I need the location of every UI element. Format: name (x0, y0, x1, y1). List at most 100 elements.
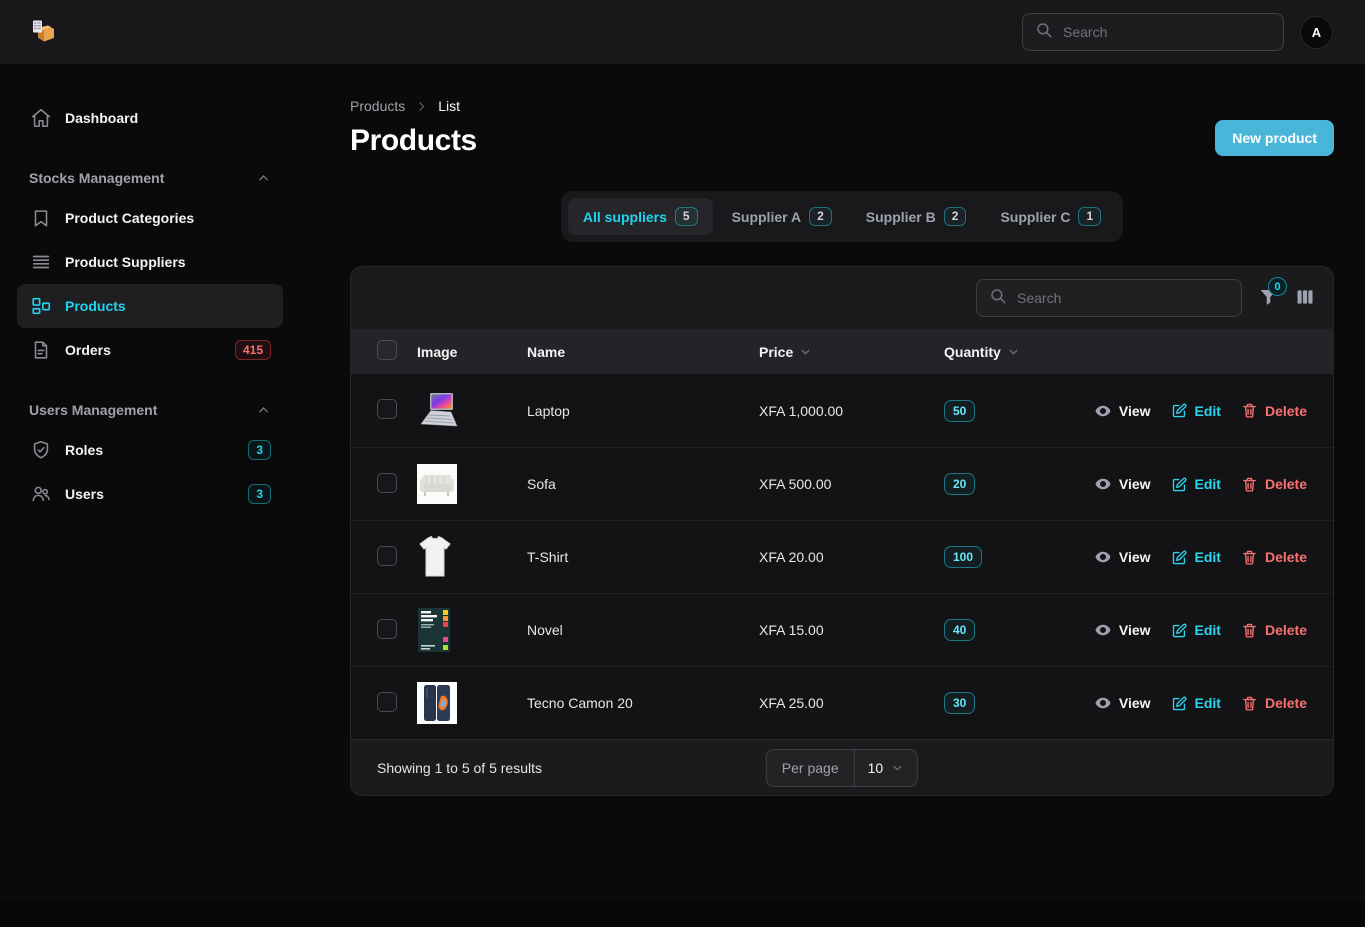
tab-label: All suppliers (582, 208, 667, 225)
sidebar-item-label: Roles (65, 442, 104, 458)
global-search (1022, 13, 1284, 51)
users-icon (29, 482, 53, 506)
sidebar-group-stocks-management[interactable]: Stocks Management (17, 170, 283, 186)
pencil-square-icon (1171, 622, 1188, 639)
view-action[interactable]: View (1094, 694, 1151, 712)
view-action[interactable]: View (1094, 402, 1151, 420)
topbar: A (0, 0, 1365, 64)
tab-supplier-a[interactable]: Supplier A 2 (717, 198, 847, 235)
table-row-sofa: Sofa XFA 500.00 20 View Edit Delete (351, 447, 1333, 520)
view-action[interactable]: View (1094, 475, 1151, 493)
column-header-price[interactable]: Price (759, 344, 944, 360)
quantity-badge: 20 (944, 473, 976, 495)
tab-count-badge: 2 (809, 206, 832, 227)
tab-count-badge: 2 (943, 206, 967, 227)
sidebar-item-product-categories[interactable]: Product Categories (17, 196, 283, 240)
table-search-input[interactable] (1017, 290, 1229, 306)
eye-icon (1094, 548, 1112, 566)
product-name: Tecno Camon 20 (527, 695, 633, 711)
columns-icon (1295, 287, 1315, 310)
results-summary: Showing 1 to 5 of 5 results (377, 759, 542, 776)
product-thumbnail-phone (417, 682, 527, 724)
row-checkbox[interactable] (377, 399, 397, 419)
chevron-down-icon (891, 761, 904, 774)
sidebar-item-orders[interactable]: Orders 415 (17, 328, 283, 372)
sidebar-item-label: Product Categories (65, 210, 195, 226)
sidebar-group-users-management[interactable]: Users Management (17, 402, 283, 418)
tab-label: Supplier A (731, 208, 802, 225)
row-checkbox[interactable] (377, 545, 397, 566)
shield-check-icon (29, 438, 53, 462)
per-page-label: Per page (767, 749, 855, 786)
edit-action[interactable]: Edit (1171, 402, 1221, 419)
sidebar-item-label: Dashboard (65, 110, 139, 126)
sidebar-item-products[interactable]: Products (17, 284, 283, 328)
sidebar-item-users[interactable]: Users 3 (17, 472, 283, 516)
tab-supplier-c[interactable]: Supplier C 1 (985, 198, 1116, 235)
delete-action[interactable]: Delete (1241, 622, 1307, 639)
search-icon (1035, 21, 1053, 44)
user-avatar[interactable]: A (1300, 15, 1333, 49)
sidebar-item-label: Product Suppliers (65, 254, 186, 270)
column-header-image: Image (417, 343, 458, 360)
document-icon (29, 338, 53, 362)
row-checkbox[interactable] (377, 618, 397, 639)
filter-count-badge: 0 (1268, 277, 1287, 296)
edit-action[interactable]: Edit (1171, 549, 1221, 566)
product-name: T-Shirt (527, 549, 569, 565)
table-row-tshirt: T-Shirt XFA 20.00 100 View Edit Delete (351, 520, 1333, 593)
page-title: Products (350, 124, 477, 157)
tab-supplier-b[interactable]: Supplier B 2 (851, 198, 982, 235)
app-logo-package-icon[interactable] (30, 19, 58, 45)
sidebar: Dashboard Stocks Management Product Cate… (0, 64, 300, 927)
quantity-badge: 30 (944, 692, 976, 714)
tab-all-suppliers[interactable]: All suppliers 5 (567, 198, 713, 235)
sidebar-item-label: Products (65, 298, 126, 314)
trash-icon (1241, 549, 1258, 566)
global-search-input[interactable] (1063, 24, 1271, 40)
sidebar-item-dashboard[interactable]: Dashboard (17, 96, 283, 140)
tab-count-badge: 5 (674, 206, 698, 227)
eye-icon (1094, 475, 1112, 493)
pencil-square-icon (1171, 476, 1188, 493)
new-product-button[interactable]: New product (1215, 120, 1334, 156)
view-action[interactable]: View (1094, 548, 1151, 566)
edit-action[interactable]: Edit (1171, 695, 1221, 712)
home-icon (29, 106, 53, 130)
quantity-badge: 50 (944, 399, 976, 422)
table-row-laptop: Laptop XFA 1,000.00 50 View Edit Delete (351, 374, 1333, 447)
queue-list-icon (29, 250, 53, 274)
bookmark-icon (29, 206, 53, 230)
row-checkbox[interactable] (377, 472, 397, 493)
view-action[interactable]: View (1094, 621, 1151, 639)
delete-action[interactable]: Delete (1241, 549, 1307, 566)
delete-action[interactable]: Delete (1241, 476, 1307, 493)
pencil-square-icon (1171, 549, 1188, 566)
roles-count-badge: 3 (248, 440, 271, 460)
select-all-checkbox[interactable] (377, 340, 397, 360)
product-name: Novel (527, 622, 563, 638)
row-checkbox[interactable] (377, 691, 397, 712)
product-thumbnail-tshirt (417, 536, 527, 578)
edit-action[interactable]: Edit (1171, 476, 1221, 493)
quantity-badge: 100 (944, 546, 983, 568)
sidebar-group-label: Users Management (29, 402, 158, 418)
filter-button[interactable]: 0 (1258, 277, 1287, 310)
edit-action[interactable]: Edit (1171, 622, 1221, 639)
table-footer: Showing 1 to 5 of 5 results Per page 10 (351, 739, 1333, 795)
breadcrumb-products-link[interactable]: Products (350, 98, 406, 114)
delete-action[interactable]: Delete (1241, 402, 1307, 419)
table-search (976, 279, 1242, 317)
column-header-quantity[interactable]: Quantity (944, 344, 1044, 360)
squares-icon (29, 294, 53, 318)
table-toolbar: 0 (351, 267, 1333, 329)
pencil-square-icon (1171, 695, 1188, 712)
delete-action[interactable]: Delete (1241, 695, 1307, 712)
sidebar-item-product-suppliers[interactable]: Product Suppliers (17, 240, 283, 284)
per-page-select[interactable]: Per page 10 (765, 748, 919, 787)
toggle-columns-button[interactable] (1295, 287, 1315, 310)
trash-icon (1241, 402, 1258, 419)
sidebar-item-roles[interactable]: Roles 3 (17, 428, 283, 472)
product-thumbnail-laptop (417, 391, 527, 431)
